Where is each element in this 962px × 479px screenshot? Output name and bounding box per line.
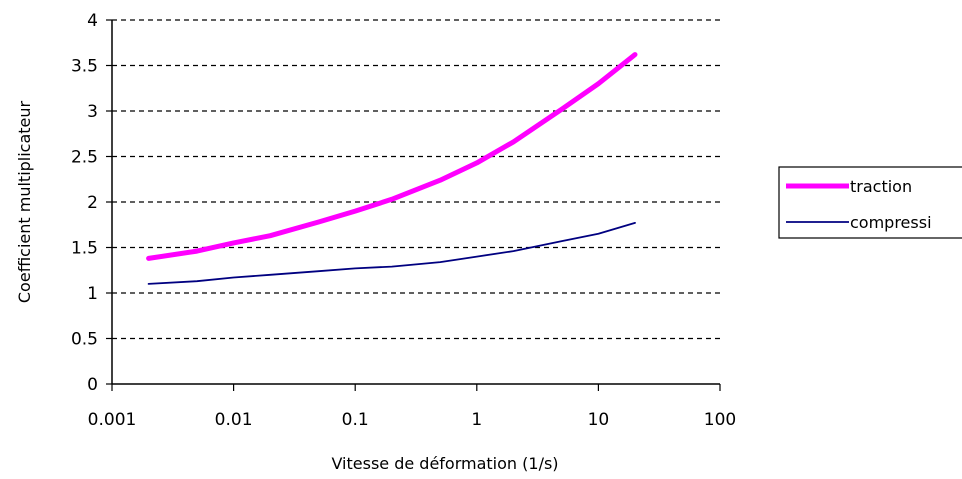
y-tick-label-3: 1.5 xyxy=(71,239,98,259)
y-tick-label-8: 4 xyxy=(87,11,98,31)
y-tick-label-7: 3.5 xyxy=(71,57,98,77)
series-line-traction xyxy=(146,52,638,261)
x-tick-label-2: 0.1 xyxy=(342,410,369,430)
x-tick-label-0: 0.001 xyxy=(88,410,137,430)
legend: traction compressi xyxy=(778,166,962,239)
legend-label-compressi: compressi xyxy=(850,213,932,232)
x-tick-label-3: 1 xyxy=(471,410,482,430)
y-tick-label-1: 0.5 xyxy=(71,330,98,350)
y-axis-title: Coefficient multiplicateur xyxy=(15,100,34,303)
x-tick-label-5: 100 xyxy=(704,410,736,430)
axes xyxy=(106,19,721,391)
legend-label-traction: traction xyxy=(850,177,912,196)
grid-lines xyxy=(112,19,720,340)
tick-labels: 0 0.5 1 1.5 2 2.5 3 3.5 4 0.001 0.01 0.1 1 10 100 xyxy=(71,11,736,430)
y-tick-label-6: 3 xyxy=(87,102,98,122)
y-tick-label-4: 2 xyxy=(87,193,98,213)
x-tick-label-4: 10 xyxy=(588,410,610,430)
series-lines xyxy=(146,52,638,285)
x-tick-label-1: 0.01 xyxy=(215,410,253,430)
y-tick-label-0: 0 xyxy=(87,375,98,395)
y-tick-label-5: 2.5 xyxy=(71,148,98,168)
y-tick-label-2: 1 xyxy=(87,284,98,304)
x-axis-title: Vitesse de déformation (1/s) xyxy=(331,454,558,473)
series-line-compressi xyxy=(147,221,636,285)
legend-box xyxy=(778,166,962,239)
